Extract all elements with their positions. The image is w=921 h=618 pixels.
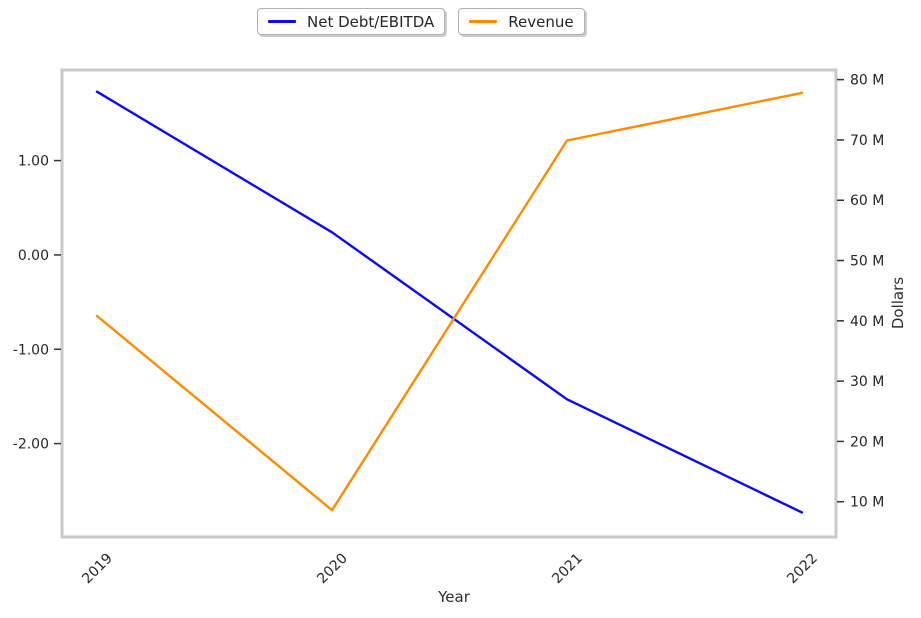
legend-line-sample-revenue — [469, 20, 498, 23]
svg-text:30 M: 30 M — [850, 374, 884, 390]
legend-item-net-debt-ebitda: Net Debt/EBITDA — [257, 8, 446, 35]
svg-text:1.00: 1.00 — [18, 154, 49, 170]
svg-text:2022: 2022 — [784, 551, 821, 588]
legend: Net Debt/EBITDA Revenue — [257, 8, 585, 35]
svg-text:20 M: 20 M — [850, 434, 884, 450]
svg-text:Year: Year — [437, 588, 471, 606]
legend-line-sample-net-debt-ebitda — [268, 20, 296, 23]
svg-text:10 M: 10 M — [850, 495, 884, 511]
legend-label-net-debt-ebitda: Net Debt/EBITDA — [307, 12, 435, 31]
svg-text:60 M: 60 M — [850, 193, 884, 209]
legend-label-revenue: Revenue — [508, 12, 574, 31]
svg-text:-1.00: -1.00 — [13, 342, 49, 358]
legend-item-revenue: Revenue — [458, 8, 585, 35]
svg-text:-2.00: -2.00 — [13, 437, 49, 453]
svg-text:2019: 2019 — [79, 551, 116, 588]
svg-text:70 M: 70 M — [850, 133, 884, 149]
svg-text:Dollars: Dollars — [889, 277, 907, 329]
svg-text:40 M: 40 M — [850, 314, 884, 330]
svg-text:50 M: 50 M — [850, 254, 884, 270]
svg-text:2020: 2020 — [314, 551, 351, 588]
svg-text:80 M: 80 M — [850, 73, 884, 89]
svg-text:2021: 2021 — [549, 551, 586, 588]
svg-text:0.00: 0.00 — [18, 248, 49, 264]
